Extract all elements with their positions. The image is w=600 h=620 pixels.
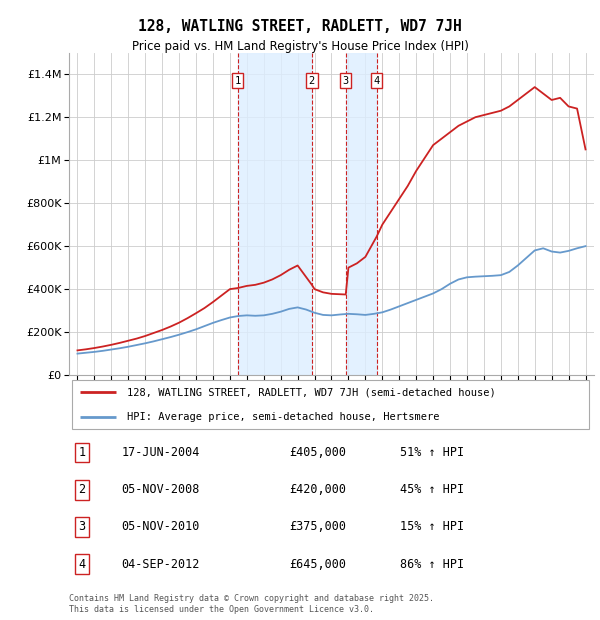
Text: 128, WATLING STREET, RADLETT, WD7 7JH: 128, WATLING STREET, RADLETT, WD7 7JH	[138, 19, 462, 33]
FancyBboxPatch shape	[71, 380, 589, 429]
Text: 2: 2	[79, 484, 86, 496]
Text: 17-JUN-2004: 17-JUN-2004	[121, 446, 200, 459]
Text: 128, WATLING STREET, RADLETT, WD7 7JH (semi-detached house): 128, WATLING STREET, RADLETT, WD7 7JH (s…	[127, 388, 496, 397]
Text: £420,000: £420,000	[290, 484, 347, 496]
Text: HPI: Average price, semi-detached house, Hertsmere: HPI: Average price, semi-detached house,…	[127, 412, 439, 422]
Bar	[238, 53, 312, 375]
Text: 4: 4	[79, 558, 86, 570]
Text: £405,000: £405,000	[290, 446, 347, 459]
Bar	[346, 53, 377, 375]
Text: 05-NOV-2010: 05-NOV-2010	[121, 521, 200, 533]
Text: 04-SEP-2012: 04-SEP-2012	[121, 558, 200, 570]
Text: 1: 1	[235, 76, 241, 86]
Text: 05-NOV-2008: 05-NOV-2008	[121, 484, 200, 496]
Text: 4: 4	[374, 76, 380, 86]
Text: 3: 3	[343, 76, 349, 86]
Text: Price paid vs. HM Land Registry's House Price Index (HPI): Price paid vs. HM Land Registry's House …	[131, 40, 469, 53]
Text: 1: 1	[79, 446, 86, 459]
Text: 2: 2	[309, 76, 315, 86]
Text: £375,000: £375,000	[290, 521, 347, 533]
Text: 15% ↑ HPI: 15% ↑ HPI	[400, 521, 464, 533]
Text: 45% ↑ HPI: 45% ↑ HPI	[400, 484, 464, 496]
Text: £645,000: £645,000	[290, 558, 347, 570]
Text: 86% ↑ HPI: 86% ↑ HPI	[400, 558, 464, 570]
Text: Contains HM Land Registry data © Crown copyright and database right 2025.
This d: Contains HM Land Registry data © Crown c…	[69, 595, 434, 614]
Text: 3: 3	[79, 521, 86, 533]
Text: 51% ↑ HPI: 51% ↑ HPI	[400, 446, 464, 459]
